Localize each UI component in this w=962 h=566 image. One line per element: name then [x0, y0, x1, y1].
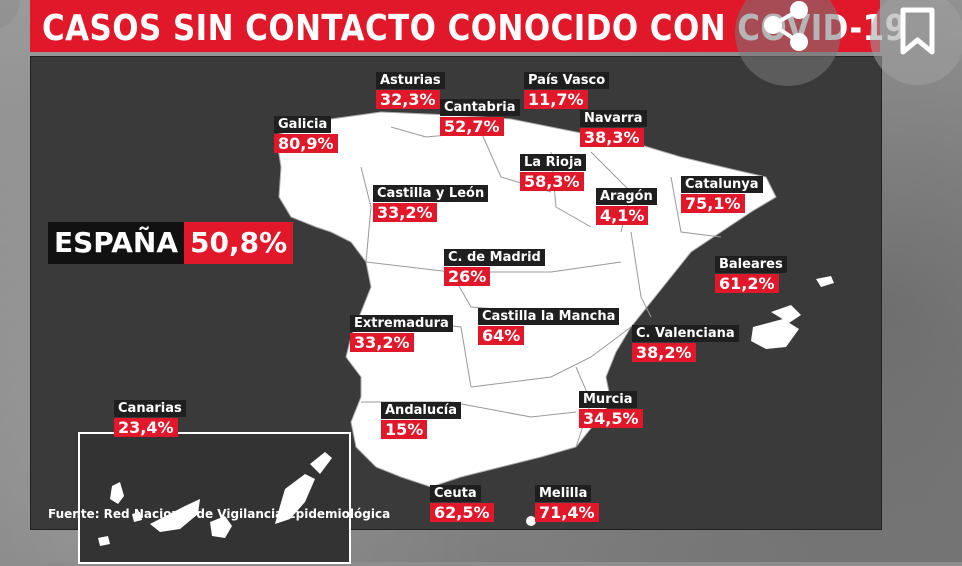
region-label-ceuta: Ceuta 62,5% — [430, 482, 494, 522]
region-value: 15% — [381, 420, 428, 439]
region-name: Ceuta — [430, 485, 481, 502]
region-value: 33,2% — [350, 333, 414, 352]
lanzarote-shape — [310, 452, 332, 474]
region-label-la-rioja: La Rioja 58,3% — [520, 151, 587, 191]
national-name: ESPAÑA — [48, 222, 185, 264]
region-value: 62,5% — [430, 503, 494, 522]
region-value: 23,4% — [114, 418, 178, 437]
region-label-castilla-mancha: Castilla la Mancha 64% — [478, 305, 620, 345]
region-name: Galicia — [274, 116, 332, 133]
region-label-melilla: Melilla 71,4% — [535, 482, 599, 522]
region-label-baleares: Baleares 61,2% — [715, 253, 787, 293]
region-label-asturias: Asturias 32,3% — [376, 69, 445, 109]
region-value: 4,1% — [596, 206, 649, 225]
region-value: 33,2% — [373, 203, 437, 222]
baleares-shape — [771, 305, 801, 323]
region-label-catalunya: Catalunya 75,1% — [681, 173, 763, 213]
region-name: Extremadura — [350, 315, 453, 332]
fuerteventura-shape — [275, 474, 315, 524]
mallorca-shape — [751, 319, 799, 349]
canarias-inset — [78, 432, 351, 564]
region-label-madrid: C. de Madrid 26% — [444, 246, 545, 286]
region-name: Catalunya — [681, 176, 763, 193]
source-note: Fuente: Red Nacional de Vigilancia Epide… — [48, 507, 391, 521]
region-name: Castilla y León — [373, 185, 489, 202]
share-icon — [764, 1, 808, 51]
region-name: Cantabria — [440, 99, 520, 116]
region-name: La Rioja — [520, 154, 587, 171]
region-value: 34,5% — [579, 409, 643, 428]
region-name: Murcia — [579, 391, 637, 408]
region-name: Aragón — [596, 188, 657, 205]
region-label-pais-vasco: País Vasco 11,7% — [524, 69, 610, 109]
menorca-shape — [816, 276, 834, 287]
region-label-andalucia: Andalucía 15% — [381, 399, 462, 439]
region-name: C. Valenciana — [632, 325, 739, 342]
region-value: 38,2% — [632, 343, 696, 362]
region-value: 58,3% — [520, 172, 584, 191]
region-value: 26% — [444, 267, 491, 286]
region-name: País Vasco — [524, 72, 610, 89]
national-total: ESPAÑA 50,8% — [48, 222, 294, 264]
region-value: 38,3% — [580, 128, 644, 147]
region-value: 11,7% — [524, 90, 588, 109]
region-label-aragon: Aragón 4,1% — [596, 185, 657, 225]
melilla-shape — [526, 516, 536, 526]
region-label-canarias: Canarias 23,4% — [114, 397, 186, 437]
region-label-murcia: Murcia 34,5% — [579, 388, 643, 428]
region-name: Castilla la Mancha — [478, 308, 620, 325]
canarias-map — [98, 452, 332, 546]
gran-canaria-shape — [210, 516, 232, 538]
bookmark-button[interactable] — [870, 0, 962, 85]
region-label-valenciana: C. Valenciana 38,2% — [632, 322, 739, 362]
region-value: 71,4% — [535, 503, 599, 522]
region-value: 75,1% — [681, 194, 745, 213]
region-label-extremadura: Extremadura 33,2% — [350, 312, 453, 352]
region-name: Andalucía — [381, 402, 462, 419]
region-value: 61,2% — [715, 274, 779, 293]
region-name: Navarra — [580, 110, 647, 127]
share-button[interactable] — [735, 0, 841, 86]
la-palma-shape — [110, 482, 124, 504]
tenerife-shape — [150, 499, 200, 532]
gomera-shape — [132, 512, 142, 522]
region-name: C. de Madrid — [444, 249, 545, 266]
region-name: Asturias — [376, 72, 445, 89]
hierro-shape — [98, 536, 110, 546]
bookmark-icon — [900, 7, 935, 55]
region-value: 80,9% — [274, 134, 338, 153]
region-value: 32,3% — [376, 90, 440, 109]
region-value: 52,7% — [440, 117, 504, 136]
region-label-galicia: Galicia 80,9% — [274, 113, 338, 153]
region-label-navarra: Navarra 38,3% — [580, 107, 647, 147]
national-value: 50,8% — [184, 222, 294, 264]
region-label-cantabria: Cantabria 52,7% — [440, 96, 520, 136]
region-label-castilla-leon: Castilla y León 33,2% — [373, 182, 489, 222]
region-name: Baleares — [715, 256, 787, 273]
region-name: Melilla — [535, 485, 592, 502]
region-name: Canarias — [114, 400, 186, 417]
region-value: 64% — [478, 326, 525, 345]
